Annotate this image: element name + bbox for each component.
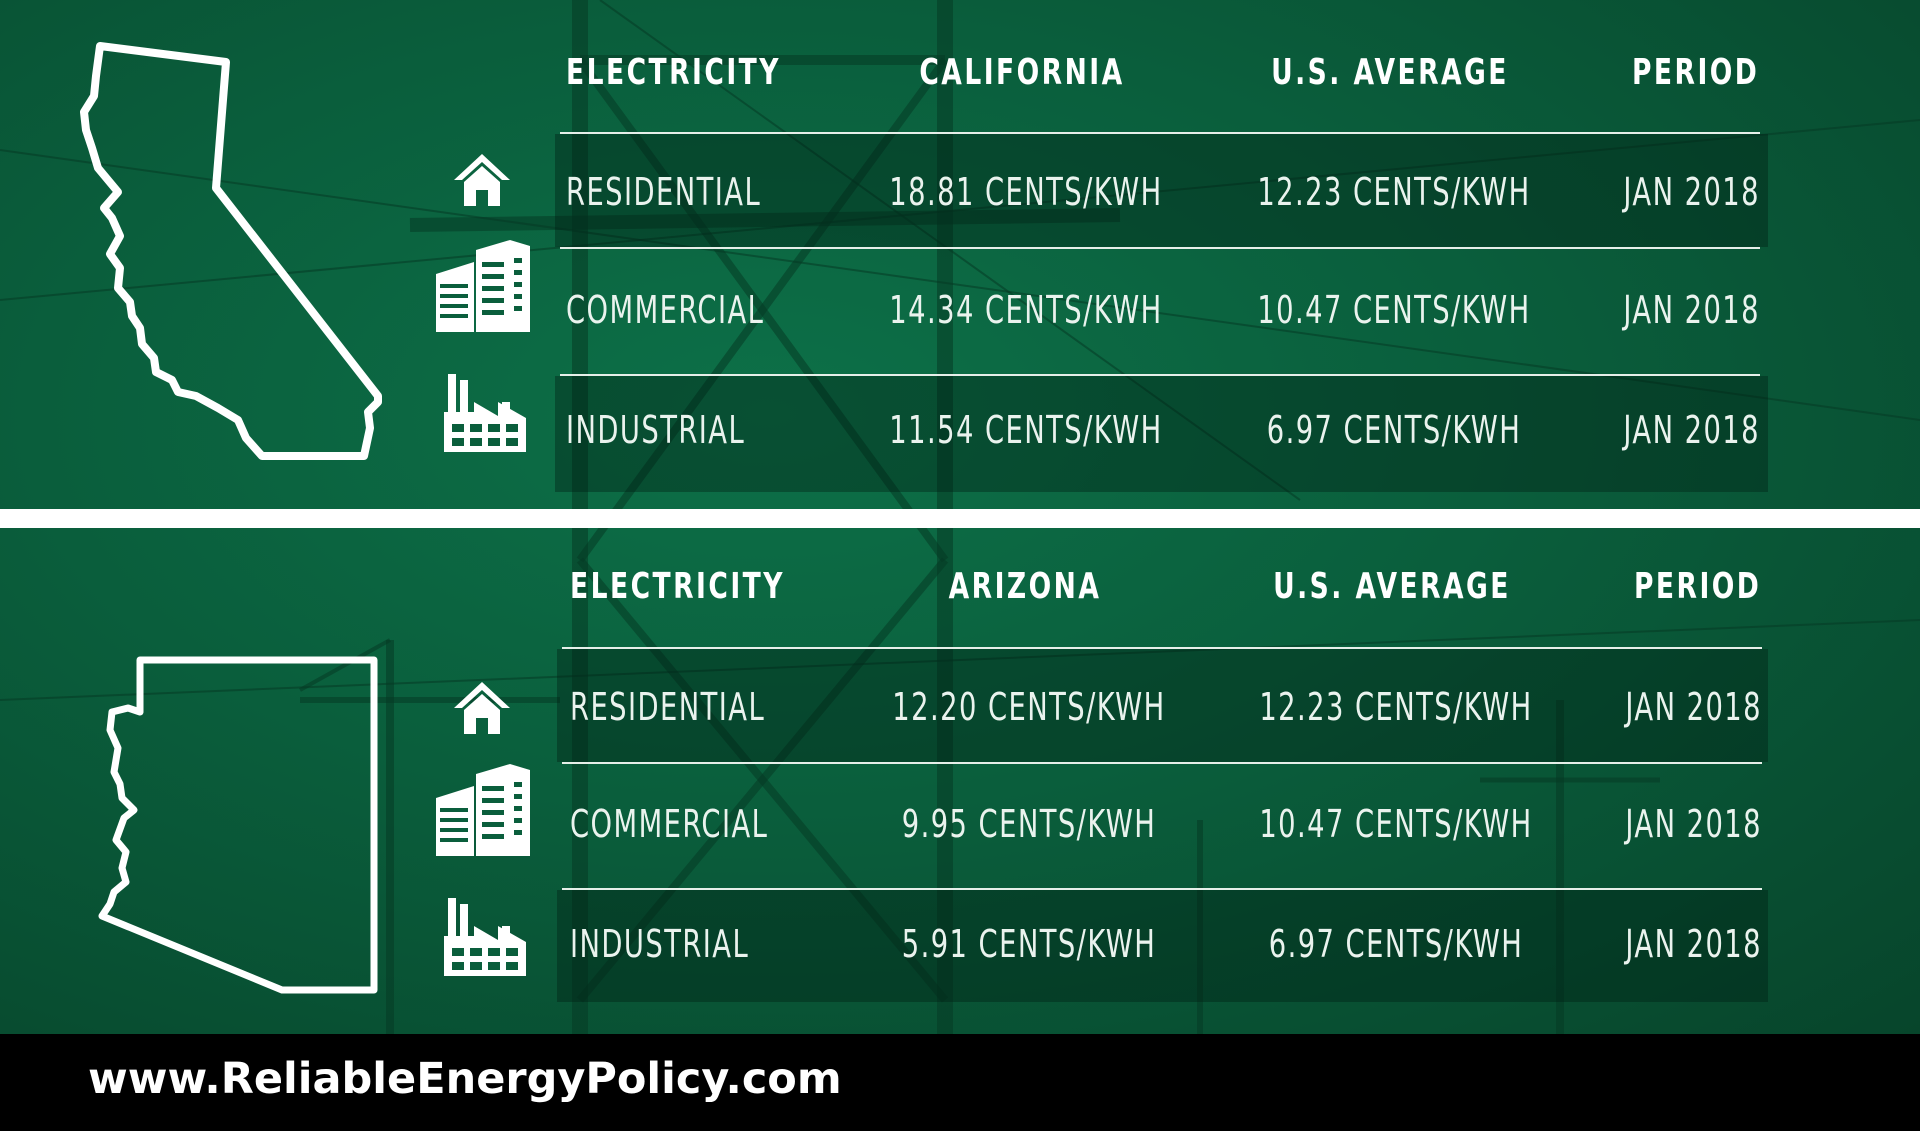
column-header-us-average: U.S. AVERAGE <box>1271 52 1509 93</box>
table-cell-us-value: 12.23 CENTS/KWH <box>1259 685 1533 729</box>
table-cell-us-value: 10.47 CENTS/KWH <box>1259 802 1533 846</box>
table-cell-period: JAN 2018 <box>1625 922 1762 966</box>
table-cell-state-value: 14.34 CENTS/KWH <box>889 288 1163 332</box>
column-header-electricity: ELECTRICITY <box>570 566 785 607</box>
website-link[interactable]: www.ReliableEnergyPolicy.com <box>88 1054 842 1104</box>
table-cell-sector: RESIDENTIAL <box>570 685 766 729</box>
table-cell-state-value: 11.54 CENTS/KWH <box>889 408 1163 452</box>
table-cell-period: JAN 2018 <box>1625 802 1762 846</box>
column-header-period: PERIOD <box>1634 566 1762 607</box>
factory-icon <box>444 898 526 976</box>
row-shade-residential <box>557 649 1768 762</box>
table-cell-period: JAN 2018 <box>1623 288 1760 332</box>
california-outline-icon <box>80 42 382 460</box>
table-cell-sector: COMMERCIAL <box>570 802 769 846</box>
table-cell-us-value: 6.97 CENTS/KWH <box>1266 408 1522 452</box>
row-shade-industrial <box>555 376 1768 492</box>
table-cell-sector: COMMERCIAL <box>566 288 765 332</box>
arizona-outline-icon <box>98 656 378 994</box>
row-shade-residential <box>555 134 1768 247</box>
header-rule <box>560 132 1760 134</box>
table-cell-period: JAN 2018 <box>1625 685 1762 729</box>
table-cell-sector: RESIDENTIAL <box>566 170 762 214</box>
table-cell-sector: INDUSTRIAL <box>570 922 750 966</box>
column-header-electricity: ELECTRICITY <box>566 52 781 93</box>
table-cell-us-value: 12.23 CENTS/KWH <box>1257 170 1531 214</box>
row-rule <box>562 762 1762 764</box>
table-cell-state-value: 12.20 CENTS/KWH <box>892 685 1166 729</box>
row-shade-industrial <box>557 890 1768 1002</box>
house-icon <box>454 682 510 734</box>
column-header-state: ARIZONA <box>948 566 1102 607</box>
table-cell-state-value: 18.81 CENTS/KWH <box>889 170 1163 214</box>
column-header-us-average: U.S. AVERAGE <box>1273 566 1511 607</box>
table-cell-period: JAN 2018 <box>1623 170 1760 214</box>
table-cell-us-value: 10.47 CENTS/KWH <box>1257 288 1531 332</box>
row-rule <box>560 374 1760 376</box>
row-rule <box>562 888 1762 890</box>
header-rule <box>562 647 1762 649</box>
table-cell-period: JAN 2018 <box>1623 408 1760 452</box>
table-cell-sector: INDUSTRIAL <box>566 408 746 452</box>
california-section: ELECTRICITY CALIFORNIA U.S. AVERAGE PERI… <box>0 0 1920 509</box>
arizona-section: ELECTRICITY ARIZONA U.S. AVERAGE PERIOD <box>0 528 1920 1034</box>
table-cell-state-value: 5.91 CENTS/KWH <box>901 922 1157 966</box>
factory-icon <box>444 374 526 452</box>
table-cell-us-value: 6.97 CENTS/KWH <box>1268 922 1524 966</box>
column-header-period: PERIOD <box>1632 52 1760 93</box>
office-building-icon <box>436 240 530 332</box>
footer-bar: www.ReliableEnergyPolicy.com <box>0 1034 1920 1131</box>
table-cell-state-value: 9.95 CENTS/KWH <box>901 802 1157 846</box>
section-divider <box>0 509 1920 528</box>
column-header-state: CALIFORNIA <box>919 52 1125 93</box>
row-rule <box>560 247 1760 249</box>
office-building-icon <box>436 764 530 856</box>
house-icon <box>454 154 510 206</box>
